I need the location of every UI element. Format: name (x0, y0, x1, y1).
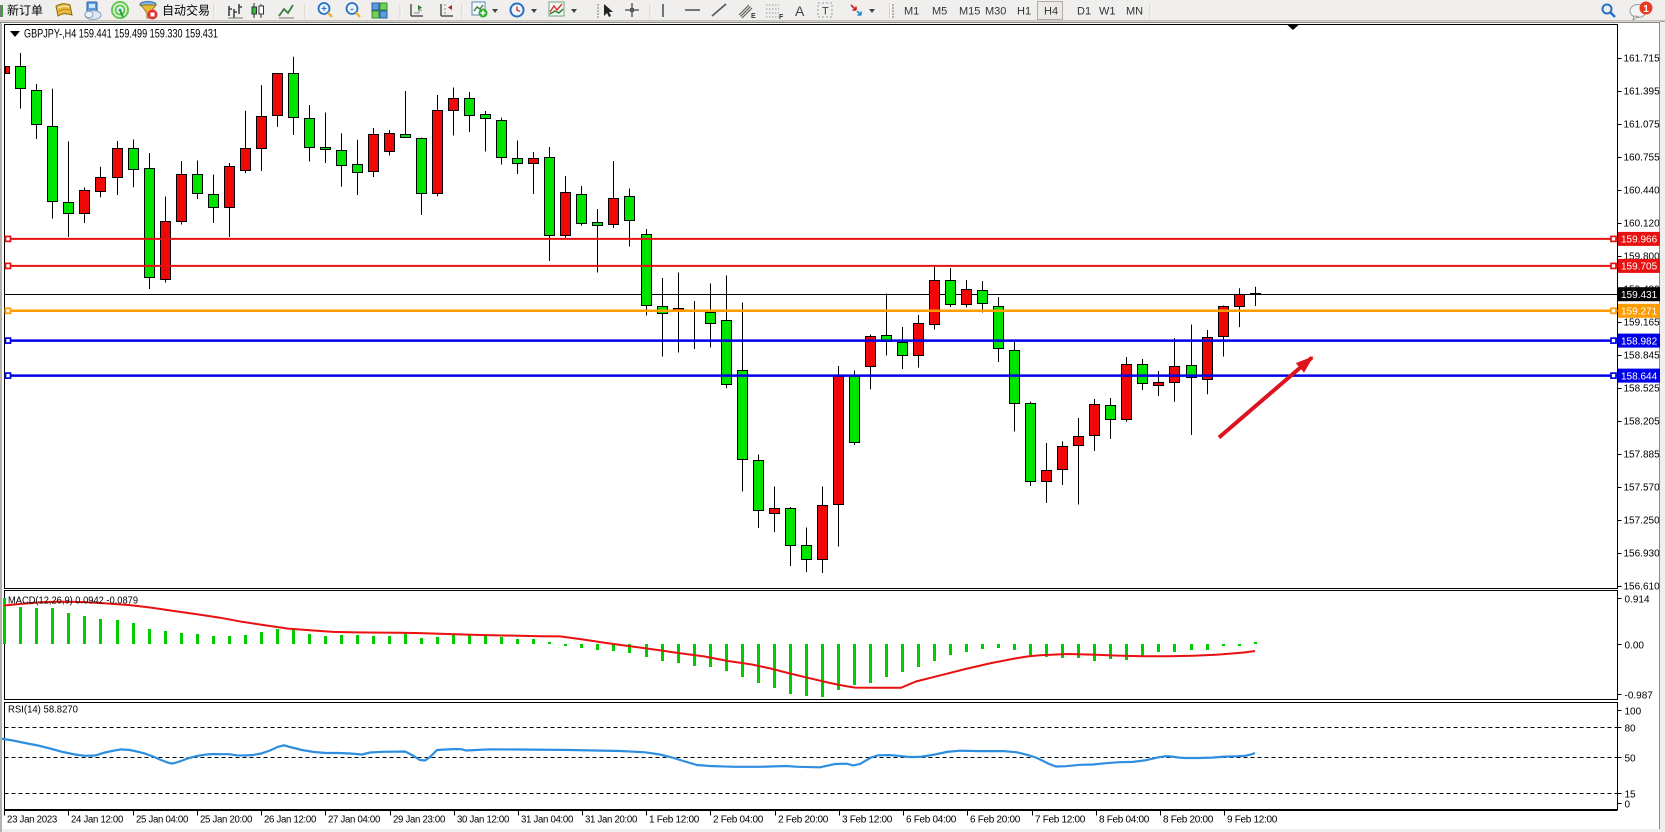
svg-text:M15: M15 (959, 6, 980, 18)
svg-text:M30: M30 (985, 6, 1006, 18)
svg-text:159.271: 159.271 (1621, 307, 1658, 318)
svg-text:15: 15 (1625, 789, 1637, 800)
svg-text:M5: M5 (932, 6, 947, 18)
svg-text:160.755: 160.755 (1624, 153, 1661, 164)
svg-text:23 Jan 2023: 23 Jan 2023 (7, 815, 58, 826)
svg-text:H4: H4 (1044, 6, 1058, 18)
svg-text:0.914: 0.914 (1625, 594, 1650, 605)
svg-text:30 Jan 12:00: 30 Jan 12:00 (457, 815, 510, 826)
svg-text:29 Jan 23:00: 29 Jan 23:00 (393, 815, 446, 826)
svg-text:1: 1 (1643, 4, 1649, 15)
svg-text:D1: D1 (1077, 6, 1091, 18)
svg-text:0.00: 0.00 (1625, 640, 1645, 651)
svg-text:157.885: 157.885 (1624, 450, 1661, 461)
svg-text:7 Feb 12:00: 7 Feb 12:00 (1035, 815, 1086, 826)
svg-text:自动交易: 自动交易 (162, 3, 210, 18)
svg-text:160.120: 160.120 (1624, 219, 1661, 230)
svg-text:-0.987: -0.987 (1625, 690, 1654, 701)
svg-text:T: T (822, 6, 829, 18)
svg-text:-: - (350, 4, 353, 15)
svg-text:158.205: 158.205 (1624, 417, 1661, 428)
svg-text:159.705: 159.705 (1621, 262, 1658, 273)
svg-text:157.250: 157.250 (1624, 516, 1661, 527)
svg-text:27 Jan 04:00: 27 Jan 04:00 (328, 815, 381, 826)
svg-text:26 Jan 12:00: 26 Jan 12:00 (264, 815, 317, 826)
svg-text:156.930: 156.930 (1624, 549, 1661, 560)
svg-text:9 Feb 12:00: 9 Feb 12:00 (1227, 815, 1278, 826)
svg-text:161.715: 161.715 (1624, 54, 1661, 65)
svg-text:159.165: 159.165 (1624, 318, 1661, 329)
svg-text:158.644: 158.644 (1621, 371, 1658, 382)
svg-text:159.431: 159.431 (1621, 290, 1658, 301)
svg-text:8 Feb 20:00: 8 Feb 20:00 (1163, 815, 1214, 826)
svg-text:1 Feb 12:00: 1 Feb 12:00 (649, 815, 700, 826)
svg-text:158.525: 158.525 (1624, 384, 1661, 395)
svg-text:100: 100 (1625, 706, 1642, 717)
svg-text:0: 0 (1625, 799, 1631, 810)
svg-text:159.800: 159.800 (1624, 252, 1661, 263)
svg-text:MACD(12,26,9) 0.0942 -0.0879: MACD(12,26,9) 0.0942 -0.0879 (8, 596, 138, 607)
svg-text:E: E (751, 13, 756, 20)
svg-text:159.966: 159.966 (1621, 235, 1658, 246)
svg-text:MN: MN (1126, 6, 1143, 18)
svg-text:31 Jan 04:00: 31 Jan 04:00 (521, 815, 574, 826)
svg-text:156.610: 156.610 (1624, 582, 1661, 593)
svg-text:6 Feb 04:00: 6 Feb 04:00 (906, 815, 957, 826)
svg-text:25 Jan 04:00: 25 Jan 04:00 (136, 815, 189, 826)
svg-text:161.395: 161.395 (1624, 87, 1661, 98)
svg-text:50: 50 (1625, 753, 1637, 764)
svg-text:80: 80 (1625, 723, 1637, 734)
svg-text:3 Feb 12:00: 3 Feb 12:00 (842, 815, 893, 826)
svg-text:24 Jan 12:00: 24 Jan 12:00 (71, 815, 124, 826)
svg-text:161.075: 161.075 (1624, 120, 1661, 131)
svg-text:W1: W1 (1099, 6, 1116, 18)
svg-text:157.570: 157.570 (1624, 483, 1661, 494)
svg-text:A: A (795, 3, 805, 19)
svg-text:160.440: 160.440 (1624, 186, 1661, 197)
svg-text:H1: H1 (1017, 6, 1031, 18)
svg-text:RSI(14) 58.8270: RSI(14) 58.8270 (8, 705, 78, 716)
svg-text:+: + (321, 4, 327, 15)
svg-text:GBPJPY-,H4 159.441 159.499 15: GBPJPY-,H4 159.441 159.499 159.330 159.4… (24, 27, 218, 41)
svg-text:158.982: 158.982 (1621, 336, 1658, 347)
svg-text:8 Feb 04:00: 8 Feb 04:00 (1099, 815, 1150, 826)
svg-text:F: F (779, 14, 784, 21)
svg-text:新订单: 新订单 (7, 3, 43, 18)
svg-text:31 Jan 20:00: 31 Jan 20:00 (585, 815, 638, 826)
svg-text:6 Feb 20:00: 6 Feb 20:00 (970, 815, 1021, 826)
svg-text:25 Jan 20:00: 25 Jan 20:00 (200, 815, 253, 826)
svg-text:2 Feb 20:00: 2 Feb 20:00 (778, 815, 829, 826)
svg-text:158.845: 158.845 (1624, 351, 1661, 362)
svg-text:2 Feb 04:00: 2 Feb 04:00 (713, 815, 764, 826)
svg-text:M1: M1 (904, 6, 919, 18)
